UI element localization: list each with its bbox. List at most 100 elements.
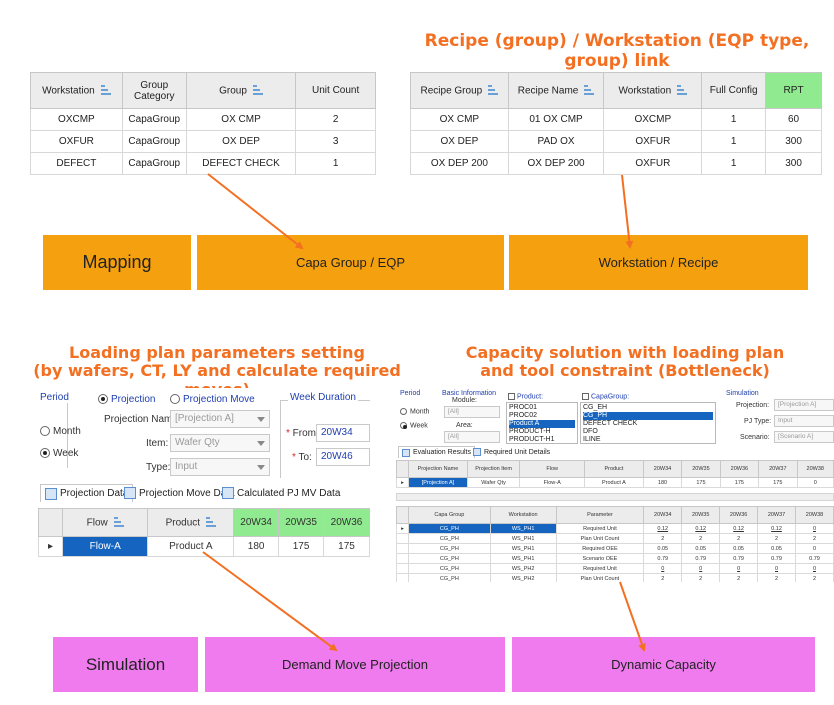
to-week-input[interactable]: 20W46 xyxy=(316,448,370,466)
tab-projection-data[interactable]: Projection Data xyxy=(40,484,134,502)
column-header[interactable]: 20W37 xyxy=(758,460,798,478)
table-cell[interactable]: Wafer Qty xyxy=(466,477,521,488)
table-cell[interactable]: CG_PH xyxy=(407,553,491,564)
column-header[interactable]: Group xyxy=(185,72,297,109)
table-cell[interactable]: 0.79 xyxy=(681,553,721,564)
sort-icon[interactable] xyxy=(113,516,124,529)
column-header[interactable]: Product xyxy=(584,460,644,478)
column-header[interactable]: 20W38 xyxy=(795,506,834,524)
sort-icon[interactable] xyxy=(206,516,217,529)
table-cell[interactable]: 2 xyxy=(681,573,721,582)
from-week-input[interactable]: 20W34 xyxy=(316,424,370,442)
table-cell[interactable]: 2 xyxy=(795,573,834,582)
table-cell[interactable]: 0 xyxy=(795,543,834,554)
table-row[interactable]: CG_PH WS_PH2 Required Unit 0 0 0 0 0 xyxy=(396,563,834,574)
sort-icon[interactable] xyxy=(100,84,111,97)
column-header[interactable]: Recipe Name xyxy=(507,72,605,109)
table-cell[interactable]: [Projection A] xyxy=(408,477,468,488)
product-listbox[interactable]: PROC01 PROC02 Product A PRODUCT-H PRODUC… xyxy=(506,402,578,444)
column-header[interactable]: Unit Count xyxy=(295,72,376,109)
table-cell[interactable]: 0 xyxy=(719,563,759,574)
checkbox-icon[interactable] xyxy=(582,393,589,400)
column-header[interactable]: Workstation xyxy=(30,72,123,109)
table-cell[interactable]: 2 xyxy=(757,573,796,582)
pj-type-select[interactable]: Input xyxy=(774,415,834,427)
table-cell[interactable]: Required OEE xyxy=(555,543,645,554)
column-header[interactable]: 20W38 xyxy=(796,460,834,478)
table-cell[interactable]: Plan Unit Count xyxy=(555,533,645,544)
table-row[interactable]: OX DEP PAD OX OXFUR 1 300 xyxy=(410,130,822,153)
table-cell[interactable]: 0 xyxy=(643,563,683,574)
table-row[interactable]: OX DEP 200 OX DEP 200 OXFUR 1 300 xyxy=(410,152,822,175)
column-header[interactable]: Flow xyxy=(519,460,586,478)
module-select[interactable]: [All] xyxy=(444,406,500,418)
type-select[interactable]: Input xyxy=(170,458,270,476)
table-cell[interactable]: 2 xyxy=(681,533,721,544)
table-row[interactable]: OXFUR CapaGroup OX DEP 3 xyxy=(30,130,376,153)
table-cell[interactable]: 180 xyxy=(233,536,280,557)
sort-icon[interactable] xyxy=(252,84,263,97)
table-cell[interactable]: 2 xyxy=(643,573,683,582)
table-cell[interactable]: 0.05 xyxy=(681,543,721,554)
table-row[interactable]: OXCMP CapaGroup OX CMP 2 xyxy=(30,108,376,131)
table-cell[interactable]: CG_PH xyxy=(407,533,491,544)
table-row[interactable]: ▸ Flow-A Product A 180 175 175 xyxy=(38,536,370,557)
column-header[interactable]: Capa Group xyxy=(407,506,491,524)
tab-evaluation-results[interactable]: Evaluation Results xyxy=(398,446,475,458)
list-item[interactable]: CG_EH xyxy=(583,404,608,411)
list-item[interactable]: ILINE xyxy=(583,436,601,443)
column-header[interactable]: Product xyxy=(147,508,235,537)
table-cell[interactable]: 0.79 xyxy=(643,553,683,564)
list-item[interactable]: PRODUCT-H xyxy=(509,428,551,435)
checkbox-icon[interactable] xyxy=(508,393,515,400)
sim-projection-select[interactable]: [Projection A] xyxy=(774,399,834,411)
table-cell[interactable]: 175 xyxy=(278,536,325,557)
table-cell[interactable]: 0 xyxy=(795,523,834,534)
table-cell[interactable]: 0 xyxy=(681,563,721,574)
table-cell[interactable]: CG_PH xyxy=(407,573,491,582)
table-cell[interactable]: 180 xyxy=(642,477,683,488)
table-cell[interactable]: 0.79 xyxy=(757,553,796,564)
table-cell[interactable]: 0.79 xyxy=(719,553,759,564)
table-row[interactable]: CG_PH WS_PH1 Scenario OEE 0.79 0.79 0.79… xyxy=(396,553,834,564)
table-cell[interactable]: 175 xyxy=(758,477,798,488)
column-header[interactable]: RPT xyxy=(765,72,822,109)
item-select[interactable]: Wafer Qty xyxy=(170,434,270,452)
list-item[interactable]: DFO xyxy=(583,428,598,435)
column-header[interactable]: 20W35 xyxy=(681,460,721,478)
table-cell[interactable]: 2 xyxy=(757,533,796,544)
table-cell[interactable]: 2 xyxy=(719,573,759,582)
table-cell[interactable]: 0.05 xyxy=(719,543,759,554)
column-header[interactable]: 20W36 xyxy=(719,506,759,524)
list-item[interactable]: CG_PH xyxy=(583,412,713,420)
column-header[interactable]: 20W35 xyxy=(681,506,721,524)
table-cell[interactable]: WS_PH1 xyxy=(489,553,557,564)
list-item[interactable]: PRODUCT-H1 xyxy=(509,436,555,443)
tab-required-unit-details[interactable]: Required Unit Details xyxy=(470,446,553,458)
table-cell[interactable]: 175 xyxy=(719,477,760,488)
projection-move-radio[interactable]: Projection Move xyxy=(170,394,255,405)
horizontal-scrollbar[interactable] xyxy=(396,493,834,501)
table-cell[interactable]: Required Unit xyxy=(555,563,645,574)
table-row[interactable]: ▸ CG_PH WS_PH1 Required Unit 0.12 0.12 0… xyxy=(396,523,834,534)
table-cell[interactable]: CG_PH xyxy=(407,563,491,574)
column-header[interactable]: 20W36 xyxy=(323,508,370,537)
column-header[interactable]: 20W34 xyxy=(233,508,280,537)
table-cell[interactable]: WS_PH1 xyxy=(489,523,557,534)
column-header[interactable]: 20W34 xyxy=(643,506,683,524)
sort-icon[interactable] xyxy=(488,84,499,97)
table-cell[interactable]: Plan Unit Count xyxy=(555,573,645,582)
table-cell[interactable]: CG_PH xyxy=(407,523,491,534)
list-item[interactable]: PROC02 xyxy=(509,412,538,419)
table-row[interactable]: CG_PH WS_PH2 Plan Unit Count 2 2 2 2 2 xyxy=(396,573,834,582)
scenario-select[interactable]: [Scenario A] xyxy=(774,431,834,443)
column-header[interactable]: 20W35 xyxy=(278,508,325,537)
table-cell[interactable]: Scenario OEE xyxy=(555,553,645,564)
table-row[interactable]: ▸ [Projection A] Wafer Qty Flow-A Produc… xyxy=(396,477,834,488)
table-cell[interactable]: 0.12 xyxy=(757,523,796,534)
projection-radio[interactable]: Projection xyxy=(98,394,155,405)
table-cell[interactable]: 0.12 xyxy=(719,523,759,534)
area-select[interactable]: [All] xyxy=(444,431,500,443)
column-header[interactable]: Workstation xyxy=(489,506,557,524)
table-cell[interactable]: Product A xyxy=(147,536,235,557)
